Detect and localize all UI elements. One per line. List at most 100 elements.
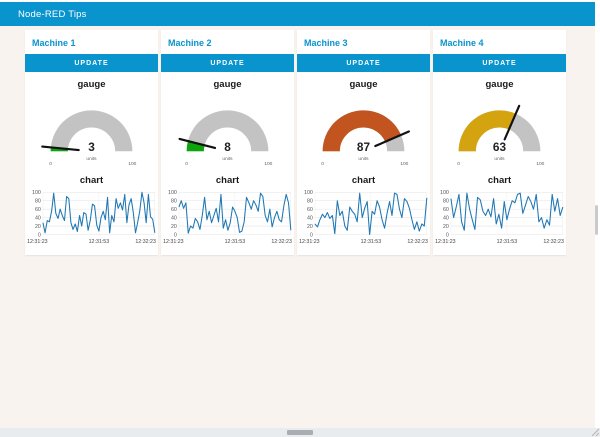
x-tick-label: 12:32:23 xyxy=(543,239,564,245)
dashboard-main: Machine 1 UPDATE gauge 3 units 0 100 cha… xyxy=(0,26,595,428)
chart: 0 20 40 60 80 100 12:31:23 12:31:53 12:32:23 xyxy=(435,191,564,246)
svg-text:20: 20 xyxy=(443,224,449,230)
svg-text:40: 40 xyxy=(171,216,177,222)
gauge-max-label: 100 xyxy=(400,161,408,167)
x-tick-label: 12:31:23 xyxy=(299,239,320,245)
svg-text:80: 80 xyxy=(171,199,177,205)
svg-text:80: 80 xyxy=(35,199,41,205)
gauge-units: units xyxy=(494,156,505,162)
update-button[interactable]: UPDATE xyxy=(25,54,158,72)
svg-text:20: 20 xyxy=(171,224,177,230)
machine-panel-4: Machine 4 UPDATE gauge 63 units 0 100 ch… xyxy=(433,30,566,255)
chart: 0 20 40 60 80 100 12:31:23 12:31:53 12:32:23 xyxy=(27,191,156,246)
gauge-value: 8 xyxy=(224,140,231,154)
chart: 0 20 40 60 80 100 12:31:23 12:31:53 12:32:23 xyxy=(299,191,428,246)
chart-widget: chart 0 20 40 60 80 100 12:31:23 12:31:53 12:… xyxy=(297,168,430,250)
gauge: 87 units 0 100 xyxy=(321,110,410,167)
svg-text:0: 0 xyxy=(310,233,313,239)
app-title: Node-RED Tips xyxy=(18,8,87,20)
gauge: 8 units 0 100 xyxy=(178,110,273,167)
chart-widget: chart 0 20 40 60 80 100 12:31:23 12:31:53 12:… xyxy=(25,168,158,250)
chart-plot: 0 20 40 60 80 100 xyxy=(304,191,428,239)
gauge-min-label: 0 xyxy=(185,161,188,167)
chart-plot: 0 20 40 60 80 100 xyxy=(32,191,156,239)
header-bar: Node-RED Tips xyxy=(0,2,595,26)
resize-grip-icon[interactable] xyxy=(589,426,599,436)
gauge-arc xyxy=(41,110,133,152)
panel-row: Machine 1 UPDATE gauge 3 units 0 100 cha… xyxy=(25,30,595,255)
gauge-arc xyxy=(322,110,410,152)
update-button[interactable]: UPDATE xyxy=(161,54,294,72)
machine-panel-1: Machine 1 UPDATE gauge 3 units 0 100 cha… xyxy=(25,30,158,255)
svg-text:100: 100 xyxy=(304,191,313,197)
gauge-units: units xyxy=(86,156,97,162)
machine-panel-3: Machine 3 UPDATE gauge 87 units 0 100 ch… xyxy=(297,30,430,255)
svg-text:60: 60 xyxy=(171,207,177,213)
machine-title: Machine 2 xyxy=(168,38,212,48)
svg-text:80: 80 xyxy=(307,199,313,205)
svg-text:20: 20 xyxy=(307,224,313,230)
chart-plot: 0 20 40 60 80 100 xyxy=(440,191,564,239)
x-tick-label: 12:31:53 xyxy=(497,239,518,245)
horizontal-scrollbar[interactable] xyxy=(0,428,600,437)
update-button[interactable]: UPDATE xyxy=(433,54,566,72)
svg-text:40: 40 xyxy=(307,216,313,222)
gauge-title: gauge xyxy=(349,79,378,90)
gauge-units: units xyxy=(222,156,233,162)
gauge-widget: gauge 3 units 0 100 xyxy=(25,72,158,168)
gauge-arc xyxy=(458,104,541,152)
gauge: 3 units 0 100 xyxy=(41,110,137,167)
gauge: 63 units 0 100 xyxy=(457,104,545,167)
x-tick-label: 12:32:23 xyxy=(407,239,428,245)
svg-text:60: 60 xyxy=(307,207,313,213)
gauge-max-label: 100 xyxy=(264,161,272,167)
gauge-title: gauge xyxy=(485,79,514,90)
gauge-min-label: 0 xyxy=(457,161,460,167)
gauge-value: 63 xyxy=(493,140,507,154)
svg-text:0: 0 xyxy=(446,233,449,239)
svg-text:100: 100 xyxy=(440,191,449,197)
svg-text:60: 60 xyxy=(443,207,449,213)
chart: 0 20 40 60 80 100 12:31:23 12:31:53 12:32:23 xyxy=(163,191,292,246)
gauge-max-label: 100 xyxy=(536,161,544,167)
x-tick-label: 12:31:23 xyxy=(435,239,456,245)
chart-widget: chart 0 20 40 60 80 100 12:31:23 12:31:53 12:… xyxy=(161,168,294,250)
gauge-widget: gauge 8 units 0 100 xyxy=(161,72,294,168)
chart-title: chart xyxy=(487,175,512,187)
chart-title: chart xyxy=(351,175,376,187)
svg-text:60: 60 xyxy=(35,207,41,213)
svg-text:80: 80 xyxy=(443,199,449,205)
chart-plot: 0 20 40 60 80 100 xyxy=(168,191,292,239)
vertical-scrollbar-thumb[interactable] xyxy=(595,205,598,235)
svg-text:0: 0 xyxy=(38,233,41,239)
svg-text:40: 40 xyxy=(35,216,41,222)
chart-widget: chart 0 20 40 60 80 100 12:31:23 12:31:53 12:… xyxy=(433,168,566,250)
gauge-max-label: 100 xyxy=(128,161,136,167)
x-tick-label: 12:31:53 xyxy=(361,239,382,245)
chart-title: chart xyxy=(215,175,240,187)
machine-title: Machine 3 xyxy=(304,38,348,48)
gauge-min-label: 0 xyxy=(321,161,324,167)
svg-text:100: 100 xyxy=(32,191,41,197)
x-tick-label: 12:31:53 xyxy=(225,239,246,245)
machine-panel-2: Machine 2 UPDATE gauge 8 units 0 100 cha… xyxy=(161,30,294,255)
machine-title: Machine 1 xyxy=(32,38,76,48)
gauge-widget: gauge 87 units 0 100 xyxy=(297,72,430,168)
x-tick-label: 12:32:23 xyxy=(271,239,292,245)
chart-title: chart xyxy=(79,175,104,187)
update-button[interactable]: UPDATE xyxy=(297,54,430,72)
gauge-widget: gauge 63 units 0 100 xyxy=(433,72,566,168)
gauge-min-label: 0 xyxy=(49,161,52,167)
x-tick-label: 12:31:53 xyxy=(89,239,110,245)
svg-text:100: 100 xyxy=(168,191,177,197)
x-tick-label: 12:32:23 xyxy=(135,239,156,245)
x-tick-label: 12:31:23 xyxy=(163,239,184,245)
gauge-units: units xyxy=(358,156,369,162)
machine-title: Machine 4 xyxy=(440,38,484,48)
x-tick-label: 12:31:23 xyxy=(27,239,48,245)
svg-text:40: 40 xyxy=(443,216,449,222)
gauge-arc xyxy=(178,110,269,152)
svg-text:20: 20 xyxy=(35,224,41,230)
gauge-title: gauge xyxy=(213,79,242,90)
horizontal-scrollbar-thumb[interactable] xyxy=(287,430,313,435)
